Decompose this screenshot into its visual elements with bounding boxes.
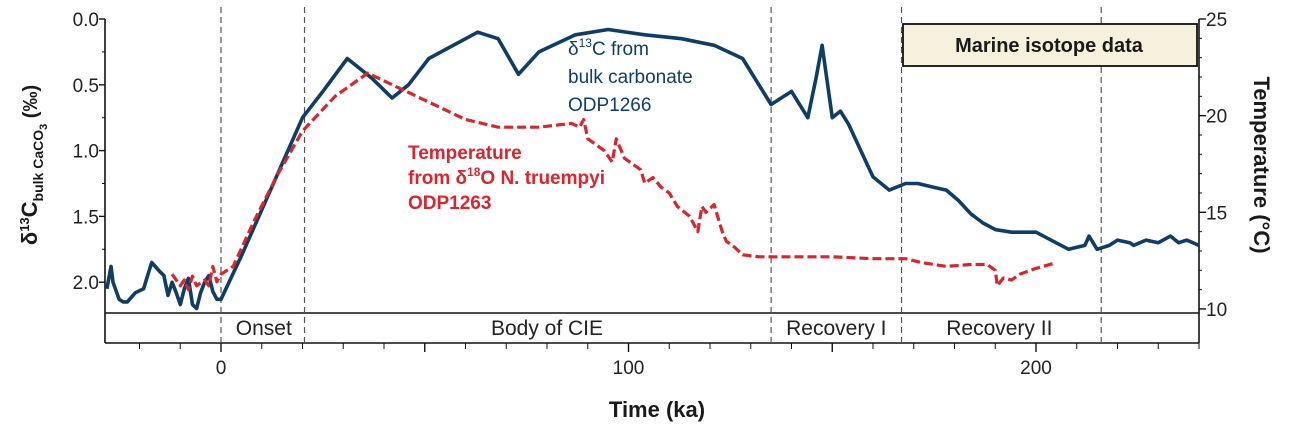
left-y-tick-label: 0.5	[73, 76, 99, 97]
temperature-series-label-part: Temperature	[408, 143, 522, 164]
x-tick-label: 200	[1020, 358, 1052, 379]
temperature-series-label-sup: 18	[467, 165, 481, 179]
series-layer	[105, 27, 1200, 311]
left-y-tick-label: 2.0	[73, 273, 99, 294]
right-y-tick-label: 10	[1206, 300, 1227, 321]
phase-label: Recovery II	[946, 317, 1052, 340]
temperature-series-line	[170, 71, 1057, 292]
d13c-series-label: bulk carbonate	[568, 67, 693, 88]
temperature-series-label-part: ODP1263	[408, 193, 491, 214]
x-axis-title: Time (ka)	[609, 397, 705, 422]
axes-frame	[99, 7, 1206, 352]
left-y-tick-label: 1.0	[73, 142, 99, 163]
right-y-tick-label: 15	[1206, 203, 1227, 224]
text-layer: 0.0 0.5 1.0 1.5 2.0 10 15 20 25 0 100 200 Time (ka) T…	[17, 10, 1274, 422]
left-axis-sup: 13	[17, 217, 32, 231]
temperature-series-label-part: from δ	[408, 168, 467, 189]
d13c-series-label-sup: 13	[579, 36, 593, 50]
right-axis-title: Temperature (°C)	[1249, 76, 1274, 253]
d13c-series-label-part: ODP1266	[568, 95, 651, 116]
x-tick-label: 0	[216, 358, 227, 379]
left-y-tick-label: 1.5	[73, 207, 99, 228]
left-axis-delta: δ	[17, 232, 42, 245]
right-y-tick-label: 20	[1206, 107, 1227, 128]
chart-title: Marine isotope data	[955, 35, 1144, 57]
temperature-series-label-part: O N. truempyi	[480, 168, 605, 189]
left-axis-title: δ13Cbulk CaCO3 (‰)	[17, 85, 50, 245]
title-box	[902, 23, 1198, 67]
left-axis-subscript: bulk CaCO	[30, 130, 46, 202]
phase-label: Body of CIE	[491, 317, 603, 340]
left-y-tick-label: 0.0	[73, 10, 99, 31]
left-axis-element: C	[17, 201, 42, 217]
d13c-series-label-part: C from	[592, 39, 649, 60]
phase-label: Onset	[236, 317, 292, 340]
d13c-series-label: ODP1266	[568, 95, 651, 116]
temperature-series-label: ODP1263	[408, 193, 491, 214]
phase-label: Recovery I	[786, 317, 886, 340]
temperature-series-label: Temperature	[408, 143, 522, 164]
d13c-series-line	[105, 27, 1200, 311]
right-y-tick-label: 25	[1206, 10, 1227, 31]
d13c-series-label-part: δ	[568, 39, 579, 60]
left-axis-unit: (‰)	[20, 85, 42, 124]
x-tick-label: 100	[613, 358, 645, 379]
left-axis-subscript-3: 3	[38, 124, 50, 130]
d13c-series-label: δ13C from	[568, 36, 649, 60]
temperature-series-label: from δ18O N. truempyi	[408, 165, 605, 189]
d13c-series-label-part: bulk carbonate	[568, 67, 693, 88]
